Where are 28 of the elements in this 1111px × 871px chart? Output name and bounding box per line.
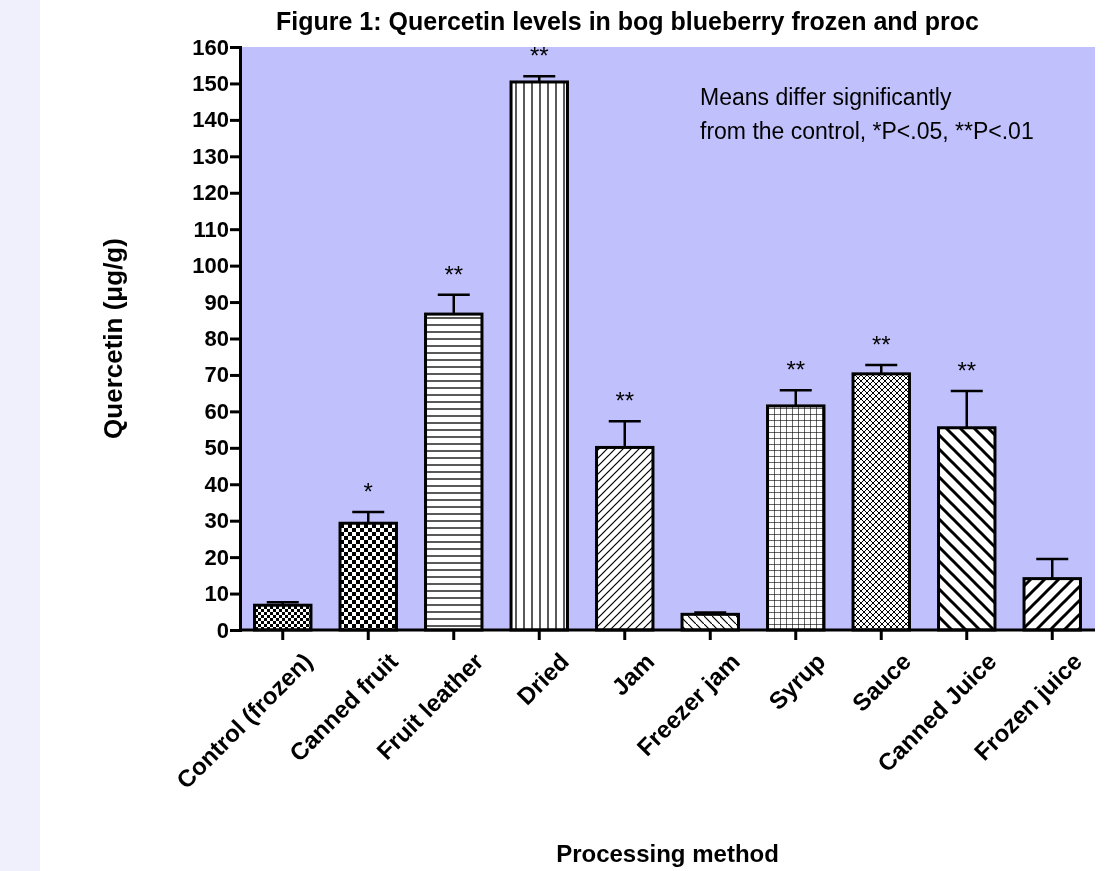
annotation: **	[444, 260, 464, 288]
y-tick-label: 160	[192, 34, 229, 60]
y-tick-label: 40	[204, 471, 229, 497]
y-tick-label: 0	[216, 617, 229, 643]
annotation: **	[871, 331, 891, 359]
y-tick-label: 130	[192, 143, 229, 169]
y-tick-label: 10	[204, 581, 229, 607]
y-axis-title: Quercetin (μg/g)	[98, 238, 128, 439]
y-tick-label: 100	[192, 253, 229, 279]
y-tick-label: 70	[204, 362, 229, 388]
y-tick-label: 80	[204, 326, 229, 352]
annotation: **	[957, 356, 977, 384]
annotation: Means differ significantly from the control, *P<.05, **P<.01	[700, 84, 1034, 144]
y-tick-label: 140	[192, 107, 229, 133]
annotation: *	[363, 477, 373, 505]
y-tick-label: 110	[193, 216, 229, 242]
y-tick-label: 30	[204, 508, 229, 534]
y-tick-label: 50	[204, 435, 229, 461]
annotation: **	[529, 42, 549, 70]
annotation: **	[615, 387, 635, 415]
y-tick-label: 60	[204, 398, 229, 424]
y-tick-label: 150	[192, 70, 229, 96]
annotation: **	[786, 356, 806, 384]
y-tick-label: 20	[204, 544, 229, 570]
chart-title: Figure 1: Quercetin levels in bog blueberry frozen and proc	[276, 7, 980, 35]
y-tick-label: 90	[204, 289, 229, 315]
y-tick-label: 120	[192, 180, 229, 206]
x-axis-title: Processing method	[556, 840, 779, 867]
